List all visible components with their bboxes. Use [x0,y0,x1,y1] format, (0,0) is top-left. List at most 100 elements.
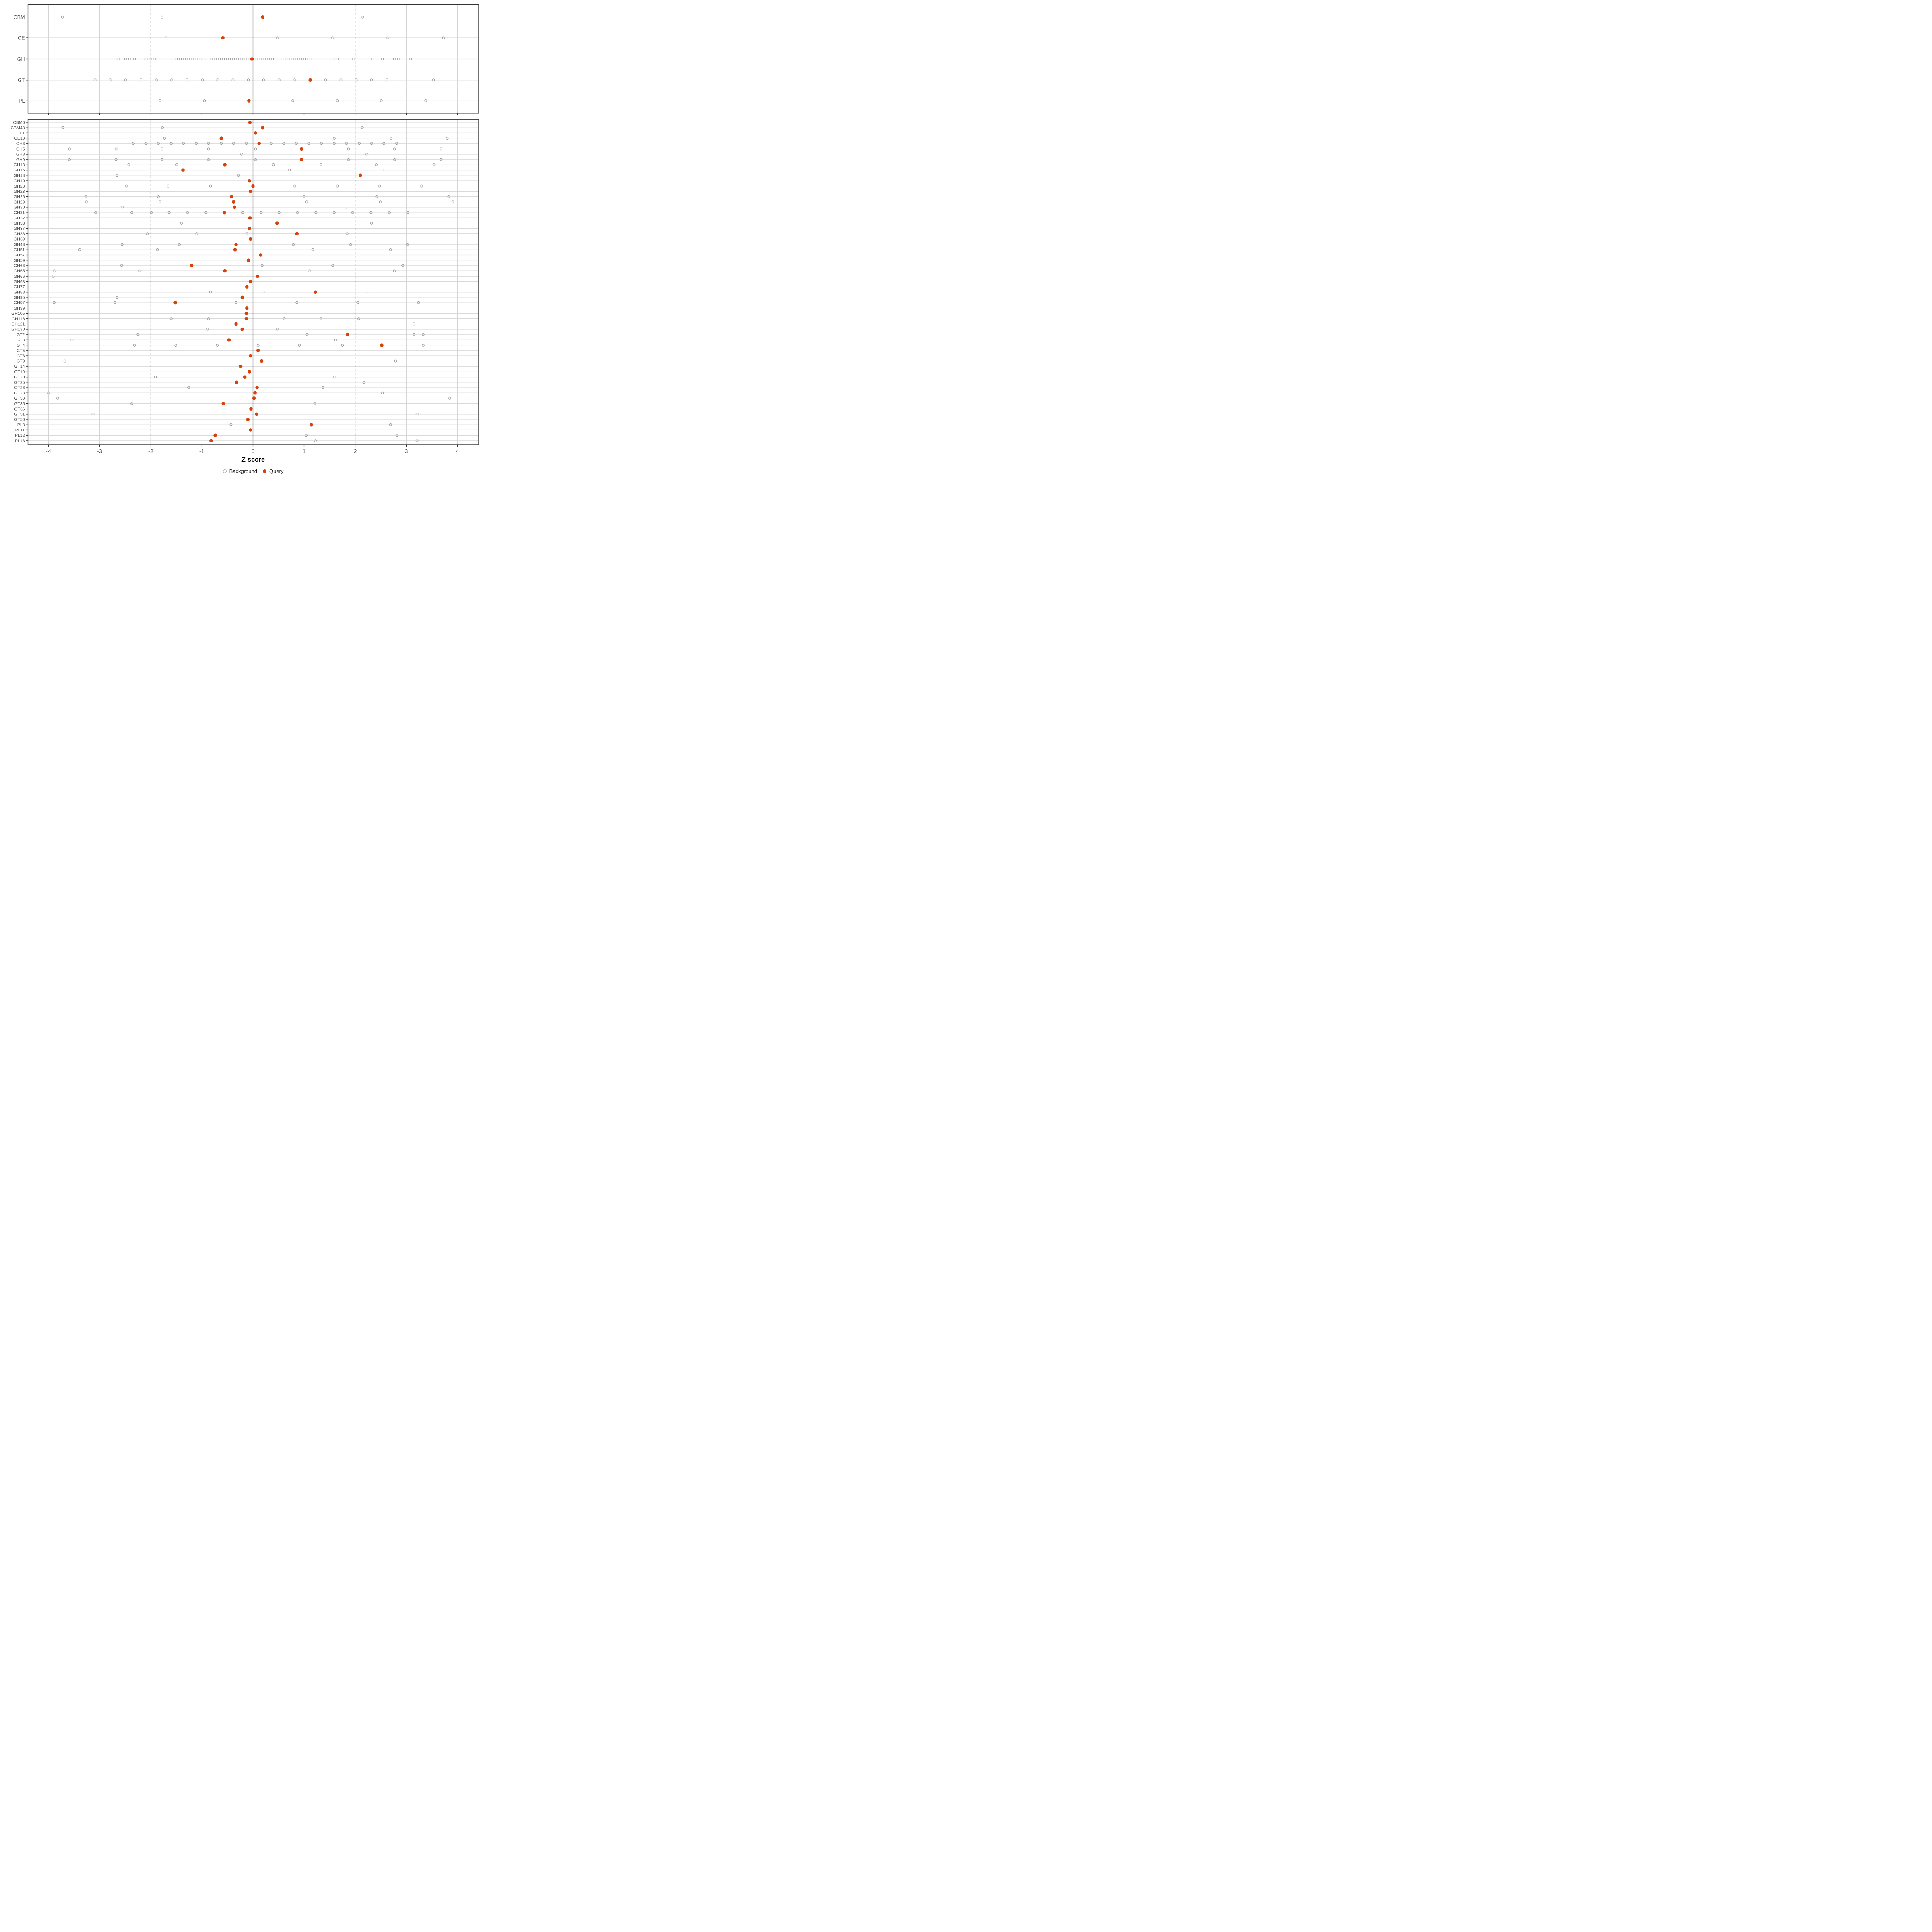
x-tick-label: -4 [46,448,51,455]
background-point [291,99,295,103]
query-point [244,317,248,320]
background-point [178,243,181,246]
background-point [128,58,131,61]
query-point [299,157,303,161]
row-label: GH26 [14,194,25,199]
query-point [246,258,250,262]
background-point [93,78,97,82]
background-point [370,142,373,145]
query-point [308,78,312,82]
background-point [260,211,263,214]
background-point [47,391,50,394]
query-point [251,184,255,188]
background-point [207,142,210,145]
row-label: GH39 [14,237,25,242]
x-tick-label: -3 [97,448,102,455]
query-point [223,211,226,215]
background-point [138,269,142,272]
background-point [362,381,365,384]
background-point [207,317,210,320]
query-point [240,327,244,331]
background-point [197,58,200,61]
query-point [213,433,217,437]
background-point [262,58,266,61]
row-label: CE1 [17,131,25,136]
x-axis-title: Z-score [242,456,265,463]
background-point [333,376,336,379]
background-point [413,322,416,326]
query-point [248,216,252,220]
row-label: GH38 [14,231,25,236]
background-point [448,396,451,400]
background-point [401,264,405,267]
row-label: GH [17,56,25,62]
background-point [235,301,238,304]
background-point [173,58,176,61]
query-point [248,354,252,358]
background-point [158,200,161,204]
background-point [378,184,381,188]
row-label: GT25 [14,380,25,385]
background-point [349,243,352,246]
background-point [361,15,365,19]
x-tick-label: -2 [148,448,153,455]
background-point [355,78,358,82]
background-point [218,58,221,61]
row-label: GT30 [14,396,25,401]
row-label: PL11 [15,428,25,433]
row-label: GH3 [16,141,25,146]
background-point [352,58,355,61]
background-point [272,163,275,166]
background-point [232,142,235,145]
background-point [181,58,184,61]
query-point [299,147,303,151]
background-point [442,36,445,39]
background-point [345,206,348,209]
background-point [332,58,335,61]
query-point [248,370,251,374]
background-point [167,184,170,188]
background-point [120,206,124,209]
query-point [252,396,256,400]
background-point [417,301,420,304]
background-point [109,78,112,82]
background-point [308,269,311,272]
query-point [314,290,317,294]
background-point [133,58,136,61]
background-point [331,264,334,267]
background-point [336,184,339,188]
query-point [244,312,248,315]
background-point [336,99,339,103]
query-point [275,221,279,225]
background-point [241,211,244,214]
background-point [382,142,386,145]
background-point [68,147,71,151]
query-point [239,364,243,368]
background-point [381,391,384,394]
background-point [180,221,183,225]
background-point [303,58,306,61]
background-point [305,434,308,437]
x-tick-label: 1 [302,448,305,455]
background-point [393,147,396,151]
background-point [440,147,443,151]
background-point [170,78,173,82]
legend-background-label: Background [229,468,257,474]
row-label: GT19 [14,369,25,374]
background-point [206,328,209,331]
background-point [185,58,188,61]
query-point [233,248,237,252]
background-point [52,275,55,278]
background-point [130,402,134,405]
row-label: GH20 [14,184,25,189]
x-tick-label: 0 [251,448,254,455]
background-point [120,264,123,267]
row-label: PL13 [15,438,25,443]
background-point [156,248,159,251]
query-point [181,168,185,172]
background-point [209,58,213,61]
background-point [160,158,163,161]
background-point [124,58,127,61]
background-point [351,211,354,214]
background-point [165,36,168,39]
